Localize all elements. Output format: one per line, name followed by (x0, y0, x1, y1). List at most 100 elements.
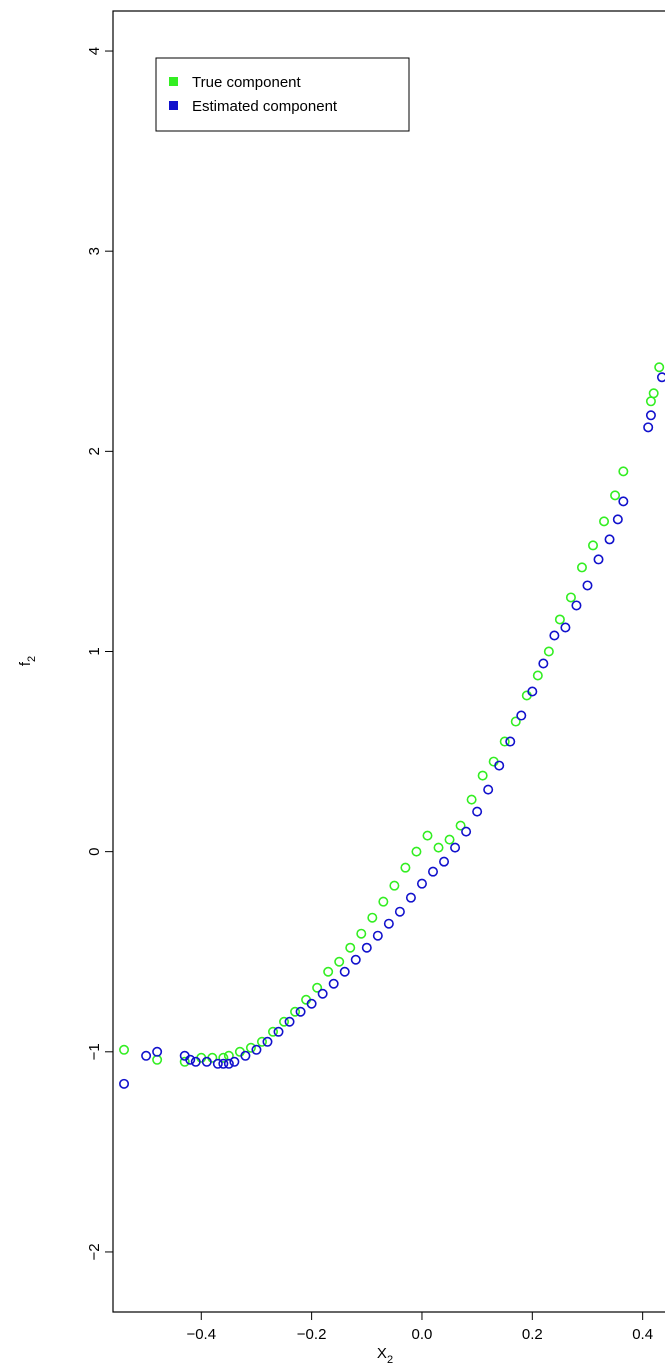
data-point (190, 1056, 201, 1067)
data-point (229, 1056, 240, 1067)
y-axis-title: f2 (17, 656, 38, 666)
data-point (218, 1052, 229, 1063)
data-point (185, 1054, 196, 1065)
data-point (256, 1036, 267, 1047)
data-point (273, 1026, 284, 1037)
legend: True component Estimated component (155, 57, 410, 132)
data-point (549, 630, 560, 641)
data-point (339, 966, 350, 977)
data-point (422, 830, 433, 841)
data-point (571, 600, 582, 611)
data-point (201, 1056, 212, 1067)
data-point (593, 554, 604, 565)
legend-label-estimated: Estimated component (192, 98, 338, 115)
x-axis-title: X2 (377, 1345, 393, 1366)
x-axis: −0.4 −0.2 0.0 0.2 0.4 (186, 1312, 653, 1343)
data-point (361, 942, 372, 953)
data-point (356, 928, 367, 939)
data-point (472, 806, 483, 817)
data-point (383, 918, 394, 929)
data-point (334, 956, 345, 967)
data-point (411, 846, 422, 857)
data-point (618, 466, 629, 477)
data-point (455, 820, 466, 831)
data-point (599, 516, 610, 527)
data-point (251, 1044, 262, 1055)
data-point (323, 966, 334, 977)
data-point (427, 866, 438, 877)
data-point (119, 1044, 130, 1055)
data-point (378, 896, 389, 907)
y-tick-label: −1 (86, 1043, 103, 1060)
data-point (466, 794, 477, 805)
data-point (223, 1058, 234, 1069)
legend-label-true: True component (192, 74, 302, 91)
data-point (494, 760, 505, 771)
data-point (345, 942, 356, 953)
y-tick-label: −2 (86, 1243, 103, 1260)
data-point (212, 1058, 223, 1069)
data-point (477, 770, 488, 781)
data-point (262, 1036, 273, 1047)
legend-swatch-true (169, 77, 178, 86)
data-point (295, 1006, 306, 1017)
data-point (648, 388, 659, 399)
data-point (179, 1056, 190, 1067)
data-point (450, 842, 461, 853)
data-point (372, 930, 383, 941)
plot-marks (119, 362, 665, 1089)
x-tick-label: 0.0 (412, 1326, 433, 1343)
data-point (416, 878, 427, 889)
data-point (510, 716, 521, 727)
data-point (290, 1006, 301, 1017)
data-point (654, 362, 665, 373)
data-point (389, 880, 400, 891)
y-tick-label: 3 (86, 247, 103, 255)
plot-frame (112, 10, 665, 1313)
x-tick-label: 0.4 (632, 1326, 653, 1343)
data-point (141, 1050, 152, 1061)
data-point (560, 622, 571, 633)
data-point (656, 372, 665, 383)
data-point (532, 670, 543, 681)
data-point (350, 954, 361, 965)
data-point (444, 834, 455, 845)
data-point (279, 1016, 290, 1027)
data-point (245, 1042, 256, 1053)
data-point (312, 982, 323, 993)
data-point (587, 540, 598, 551)
data-point (317, 988, 328, 999)
data-point (527, 686, 538, 697)
data-point (218, 1058, 229, 1069)
data-point (516, 710, 527, 721)
data-point (328, 978, 339, 989)
data-point (538, 658, 549, 669)
data-point (119, 1078, 130, 1089)
x-tick-label: −0.4 (186, 1326, 216, 1343)
y-axis: −2 −1 0 1 2 3 4 (86, 47, 113, 1261)
data-point (643, 422, 654, 433)
data-point (439, 856, 450, 867)
legend-box (155, 57, 410, 132)
data-point (645, 410, 656, 421)
data-point (565, 592, 576, 603)
data-point (405, 892, 416, 903)
y-tick-label: 2 (86, 447, 103, 455)
data-point (543, 646, 554, 657)
data-point (306, 998, 317, 1009)
data-point (610, 490, 621, 501)
series-true-component (119, 362, 665, 1067)
legend-swatch-estimated (169, 101, 178, 110)
data-point (604, 534, 615, 545)
data-point (505, 736, 516, 747)
data-point (499, 736, 510, 747)
y-tick-label: 4 (86, 47, 103, 55)
data-point (284, 1016, 295, 1027)
data-point (367, 912, 378, 923)
data-point (554, 614, 565, 625)
data-point (152, 1046, 163, 1057)
data-point (461, 826, 472, 837)
data-point (483, 784, 494, 795)
